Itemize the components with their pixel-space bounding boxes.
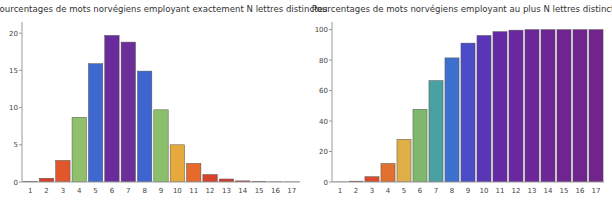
- y-tick-label: 40: [319, 118, 328, 126]
- x-axis: [22, 182, 300, 183]
- x-tick-label: 12: [206, 187, 215, 195]
- bars: [333, 30, 603, 182]
- x-tick-label: 1: [28, 187, 32, 195]
- y-tick-label: 60: [319, 87, 328, 95]
- x-axis: [332, 182, 604, 183]
- x-tick-label: 13: [222, 187, 231, 195]
- y-tick-label: 15: [9, 67, 18, 75]
- x-tick-label: 13: [528, 187, 537, 195]
- x-tick-label: 15: [560, 187, 569, 195]
- x-tick-label: 3: [61, 187, 65, 195]
- x-tick-label: 16: [576, 187, 585, 195]
- bar: [170, 145, 184, 182]
- x-tick-label: 9: [159, 187, 163, 195]
- x-tick-label: 1: [338, 187, 342, 195]
- y-tick-label: 5: [14, 141, 18, 149]
- y-tick: [19, 144, 22, 145]
- chart: Pourcentages de mots norvégiens employan…: [312, 4, 612, 195]
- y-tick: [19, 182, 22, 183]
- bar: [461, 43, 475, 182]
- y-tick-label: 100: [315, 26, 328, 34]
- x-tick-label: 15: [255, 187, 264, 195]
- bar: [187, 163, 201, 182]
- bar: [589, 30, 603, 182]
- bar: [203, 175, 217, 182]
- y-axis: [22, 22, 23, 182]
- bar: [397, 139, 411, 182]
- y-tick: [329, 121, 332, 122]
- x-tick-label: 3: [370, 187, 374, 195]
- y-tick: [329, 60, 332, 61]
- x-tick-label: 14: [238, 187, 247, 195]
- figure: Pourcentages de mots norvégiens employan…: [0, 0, 612, 200]
- y-axis: [332, 22, 333, 182]
- y-tick-label: 10: [9, 104, 18, 112]
- x-tick-label: 8: [450, 187, 454, 195]
- x-tick-label: 6: [418, 187, 423, 195]
- y-tick: [19, 33, 22, 34]
- title: Pourcentages de mots norvégiens employan…: [312, 4, 612, 14]
- bar: [381, 163, 395, 182]
- y-tick-label: 80: [319, 57, 328, 65]
- bar: [365, 177, 379, 182]
- x-tick-label: 4: [386, 187, 391, 195]
- bar: [525, 30, 539, 182]
- chart: Pourcentages de mots norvégiens employan…: [0, 4, 328, 195]
- x-tick-label: 12: [512, 187, 521, 195]
- y-tick: [19, 70, 22, 71]
- y-tick-label: 0: [14, 179, 18, 187]
- y-tick: [329, 151, 332, 152]
- y-tick-label: 0: [324, 179, 328, 187]
- bar: [413, 109, 427, 182]
- bar: [121, 42, 135, 182]
- x-tick-label: 7: [434, 187, 438, 195]
- bar: [105, 35, 119, 182]
- x-tick-label: 10: [480, 187, 489, 195]
- bars: [23, 35, 299, 182]
- x-tick-label: 11: [496, 187, 505, 195]
- x-tick-label: 11: [189, 187, 198, 195]
- x-tick-label: 14: [544, 187, 553, 195]
- y-tick: [329, 90, 332, 91]
- y-tick-label: 20: [9, 30, 18, 38]
- bar: [56, 160, 70, 182]
- title: Pourcentages de mots norvégiens employan…: [0, 4, 328, 14]
- bar: [445, 58, 459, 182]
- bar: [72, 117, 86, 182]
- x-tick-label: 9: [466, 187, 470, 195]
- x-tick-label: 17: [287, 187, 296, 195]
- bar: [573, 30, 587, 182]
- x-tick-label: 8: [142, 187, 146, 195]
- x-tick-label: 5: [402, 187, 406, 195]
- x-tick-label: 2: [354, 187, 358, 195]
- x-tick-label: 2: [44, 187, 48, 195]
- bar: [493, 32, 507, 182]
- bar: [541, 30, 555, 182]
- x-tick-label: 16: [271, 187, 280, 195]
- bar: [429, 81, 443, 182]
- x-tick-label: 6: [110, 187, 115, 195]
- bar: [137, 71, 151, 182]
- y-tick: [329, 182, 332, 183]
- x-tick-label: 17: [592, 187, 601, 195]
- x-tick-label: 10: [173, 187, 182, 195]
- x-tick-label: 4: [77, 187, 82, 195]
- y-tick: [329, 29, 332, 30]
- bar: [39, 178, 53, 182]
- y-tick: [19, 107, 22, 108]
- bar: [557, 30, 571, 182]
- bar: [509, 30, 523, 182]
- y-tick-label: 20: [319, 148, 328, 156]
- bar: [154, 110, 168, 182]
- bar: [477, 35, 491, 182]
- x-tick-label: 7: [126, 187, 130, 195]
- x-tick-label: 5: [93, 187, 97, 195]
- bar: [88, 64, 102, 182]
